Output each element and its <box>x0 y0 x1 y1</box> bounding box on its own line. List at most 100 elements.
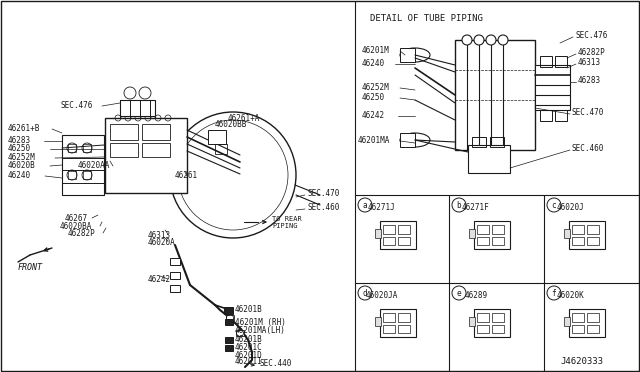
Bar <box>215 144 227 154</box>
Polygon shape <box>510 212 519 249</box>
Text: SEC.470: SEC.470 <box>308 189 340 198</box>
Bar <box>569 221 605 249</box>
Bar <box>170 272 180 279</box>
Text: b: b <box>457 201 461 209</box>
Text: TO REAR: TO REAR <box>272 216 301 222</box>
Bar <box>110 143 138 157</box>
Bar <box>400 48 415 62</box>
Text: 46201M: 46201M <box>362 45 390 55</box>
Bar <box>455 40 535 150</box>
Bar <box>490 137 504 147</box>
Text: d: d <box>363 289 367 298</box>
Text: 46283: 46283 <box>578 76 601 84</box>
Circle shape <box>462 35 472 45</box>
Bar <box>572 325 584 333</box>
Text: 46261: 46261 <box>175 170 198 180</box>
Ellipse shape <box>400 48 430 62</box>
Bar <box>383 225 395 234</box>
Bar <box>105 118 187 193</box>
Text: 46252M: 46252M <box>8 153 36 161</box>
Polygon shape <box>605 212 614 249</box>
Polygon shape <box>474 300 519 309</box>
Bar <box>492 225 504 234</box>
Bar <box>380 221 416 249</box>
Bar <box>572 225 584 234</box>
Text: SEC.460: SEC.460 <box>572 144 604 153</box>
Text: 46283: 46283 <box>8 135 31 144</box>
Text: 46289: 46289 <box>465 291 488 299</box>
Bar <box>236 330 244 336</box>
Text: f: f <box>552 289 556 298</box>
Text: SEC.460: SEC.460 <box>308 202 340 212</box>
Bar <box>375 317 381 326</box>
Bar <box>572 237 584 245</box>
Bar <box>380 309 416 337</box>
Text: SEC.476: SEC.476 <box>60 100 92 109</box>
Text: 46020J: 46020J <box>557 202 585 212</box>
Text: 46242: 46242 <box>362 110 385 119</box>
Polygon shape <box>569 212 614 221</box>
Text: 46250: 46250 <box>362 93 385 102</box>
Text: 46020AA: 46020AA <box>78 160 110 170</box>
Text: a: a <box>363 201 367 209</box>
Polygon shape <box>416 212 425 249</box>
Bar <box>472 137 486 147</box>
Text: 46261+A: 46261+A <box>228 113 260 122</box>
Bar <box>535 65 570 110</box>
Text: 46020A: 46020A <box>148 237 176 247</box>
Bar <box>587 313 599 322</box>
Text: 46261+B: 46261+B <box>8 124 40 132</box>
Polygon shape <box>474 212 519 221</box>
Bar <box>564 317 570 326</box>
Bar <box>555 110 567 121</box>
Bar <box>83 171 91 179</box>
Bar <box>400 133 415 147</box>
Bar <box>383 325 395 333</box>
Bar <box>569 309 605 337</box>
Ellipse shape <box>400 133 430 147</box>
Text: 46271J: 46271J <box>368 202 396 212</box>
Bar <box>225 345 233 351</box>
Text: 46242: 46242 <box>148 276 171 285</box>
Text: SEC.470: SEC.470 <box>572 108 604 116</box>
Bar <box>225 337 233 343</box>
Bar <box>477 237 489 245</box>
Bar <box>383 313 395 322</box>
Bar <box>398 325 410 333</box>
Bar <box>587 325 599 333</box>
Bar <box>540 110 552 121</box>
Text: 46201B: 46201B <box>235 336 263 344</box>
Bar <box>225 319 233 325</box>
Text: 46240: 46240 <box>8 170 31 180</box>
Bar <box>110 124 138 140</box>
Bar <box>477 313 489 322</box>
Text: e: e <box>457 289 461 298</box>
Text: 46020JA: 46020JA <box>366 291 398 299</box>
Text: 46282P: 46282P <box>578 48 605 57</box>
Text: 46250: 46250 <box>8 144 31 153</box>
Text: 46201MA(LH): 46201MA(LH) <box>235 326 286 334</box>
Bar <box>477 325 489 333</box>
Bar <box>398 225 410 234</box>
Text: 46020B: 46020B <box>8 160 36 170</box>
Bar <box>398 313 410 322</box>
Polygon shape <box>605 300 614 337</box>
Bar <box>142 143 170 157</box>
Text: 46313: 46313 <box>578 58 601 67</box>
Bar <box>68 171 76 179</box>
Text: 46282P: 46282P <box>68 228 96 237</box>
Bar <box>564 229 570 238</box>
Text: J4620333: J4620333 <box>560 357 603 366</box>
Bar <box>224 307 233 314</box>
Text: 46020BA: 46020BA <box>60 221 92 231</box>
Bar <box>492 237 504 245</box>
Polygon shape <box>569 300 614 309</box>
Bar <box>587 225 599 234</box>
Text: FRONT: FRONT <box>18 263 43 273</box>
Bar <box>474 309 510 337</box>
Text: SEC.440: SEC.440 <box>260 359 292 369</box>
Circle shape <box>474 35 484 45</box>
Bar <box>120 100 155 116</box>
Polygon shape <box>380 300 425 309</box>
Text: 46201MA: 46201MA <box>358 135 390 144</box>
